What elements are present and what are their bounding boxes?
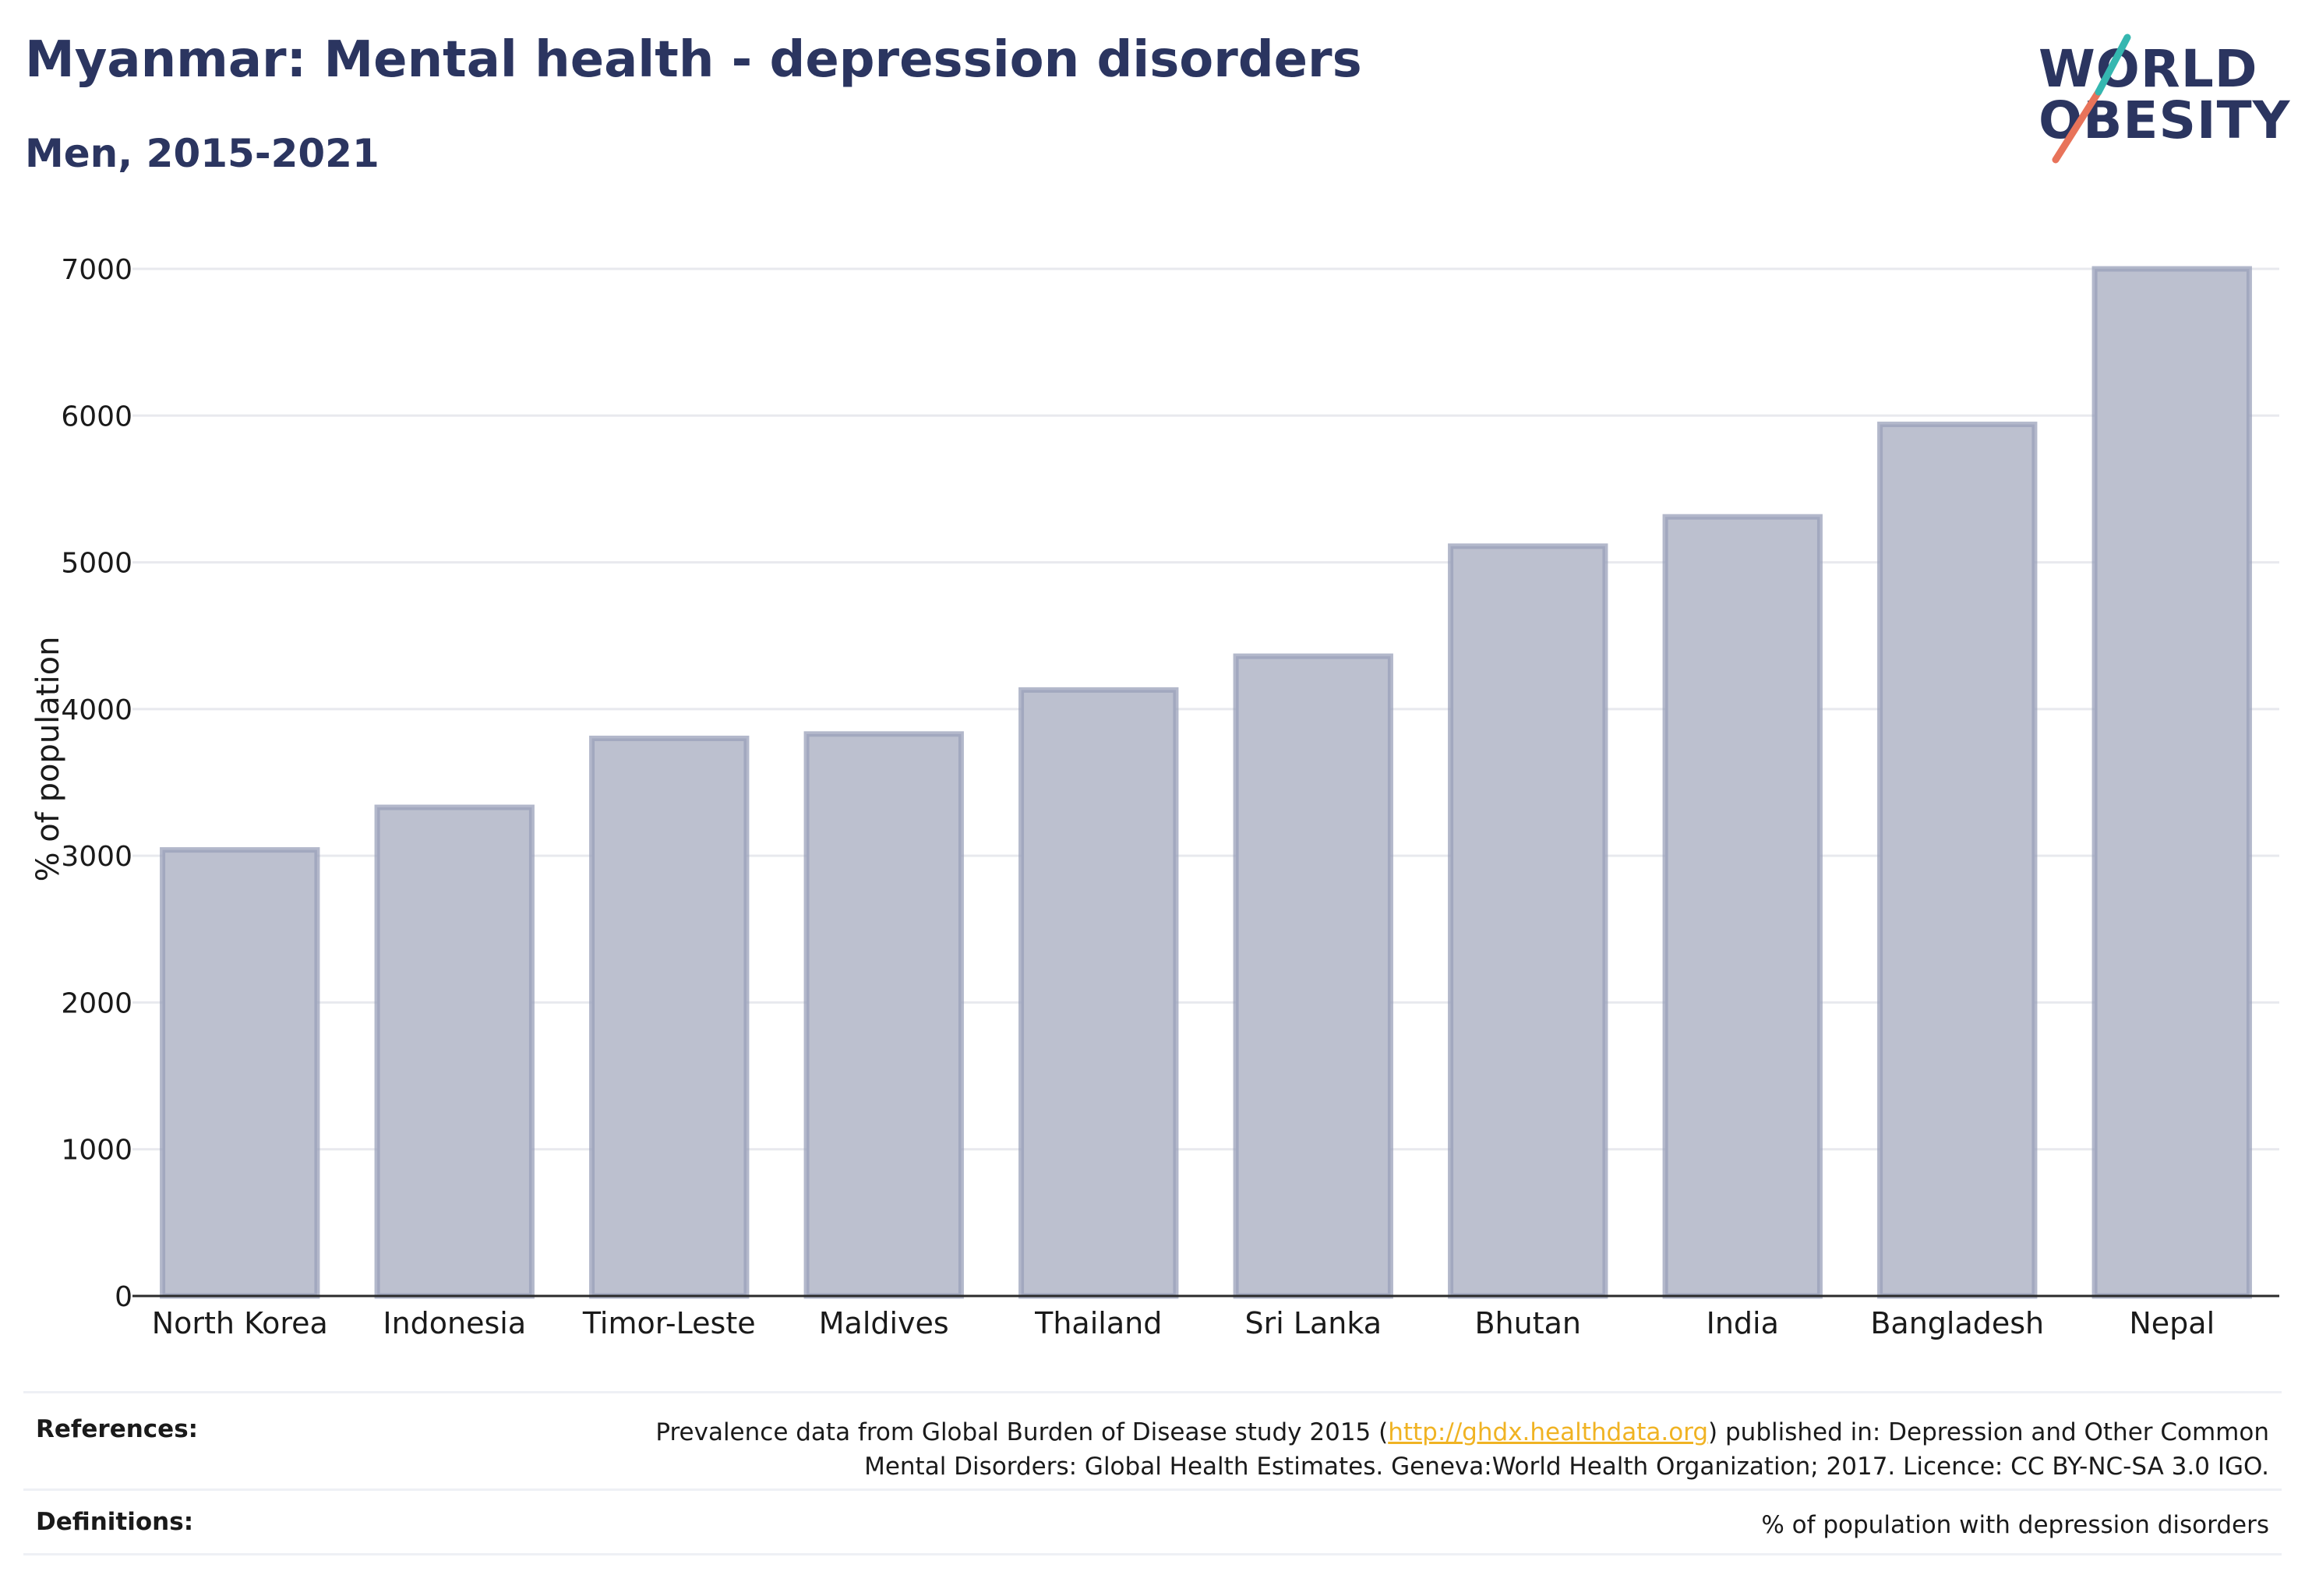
definitions-label: Definitions: <box>36 1508 194 1536</box>
bar <box>374 804 535 1299</box>
footer: References: Prevalence data from Global … <box>23 1391 2282 1555</box>
references-label: References: <box>36 1415 199 1443</box>
bar <box>803 731 964 1299</box>
logo-slash-icon <box>2052 34 2131 164</box>
bar <box>1448 543 1608 1299</box>
bar-chart: 0 1000 2000 3000 4000 5000 6000 7000 North Korea… <box>30 254 2279 1340</box>
y-tick-label: 3000 <box>61 841 132 873</box>
page-title: Myanmar: Mental health - depression diso… <box>25 31 1362 89</box>
bar <box>1662 514 1823 1299</box>
x-tick-label: Maldives <box>819 1306 949 1340</box>
logo-line-1: WORLD <box>2038 39 2258 99</box>
y-tick-label: 0 <box>115 1281 132 1313</box>
y-tick-label: 7000 <box>61 254 132 286</box>
y-tick-label: 1000 <box>61 1135 132 1167</box>
bar <box>1877 422 2038 1299</box>
definitions-row: Definitions: % of population with depres… <box>23 1488 2282 1555</box>
x-tick-label: Indonesia <box>383 1306 526 1340</box>
y-tick-label: 2000 <box>61 987 132 1019</box>
references-text: Prevalence data from Global Burden of Di… <box>633 1415 2269 1484</box>
y-tick-label: 4000 <box>61 694 132 726</box>
references-text-line2: Mental Disorders: Global Health Estimate… <box>864 1453 2269 1481</box>
x-tick-label: Bangladesh <box>1870 1306 2044 1340</box>
world-obesity-logo: WORLD OBESITY <box>2032 31 2289 164</box>
bar <box>160 847 320 1299</box>
bar <box>589 736 750 1299</box>
bar <box>2091 266 2252 1299</box>
x-tick-label: Nepal <box>2129 1306 2215 1340</box>
page-subtitle: Men, 2015-2021 <box>25 131 379 176</box>
x-tick-label: Bhutan <box>1474 1306 1581 1340</box>
definitions-text: % of population with depression disorder… <box>1761 1511 2269 1539</box>
bar <box>1018 687 1179 1299</box>
x-tick-label: India <box>1707 1306 1779 1340</box>
x-tick-label: Timor-Leste <box>582 1306 756 1340</box>
references-row: References: Prevalence data from Global … <box>23 1391 2282 1488</box>
bar <box>1233 653 1393 1299</box>
references-text-end: ) published in: Depression and Other Com… <box>1708 1418 2269 1446</box>
references-link[interactable]: http://ghdx.healthdata.org <box>1388 1418 1709 1446</box>
y-axis-label: % of population <box>30 637 66 882</box>
x-tick-label: Thailand <box>1034 1306 1162 1340</box>
y-tick-label: 5000 <box>61 548 132 580</box>
x-tick-label: North Korea <box>152 1306 328 1340</box>
y-tick-label: 6000 <box>61 401 132 433</box>
references-text-start: Prevalence data from Global Burden of Di… <box>655 1418 1389 1446</box>
x-tick-label: Sri Lanka <box>1244 1306 1382 1340</box>
